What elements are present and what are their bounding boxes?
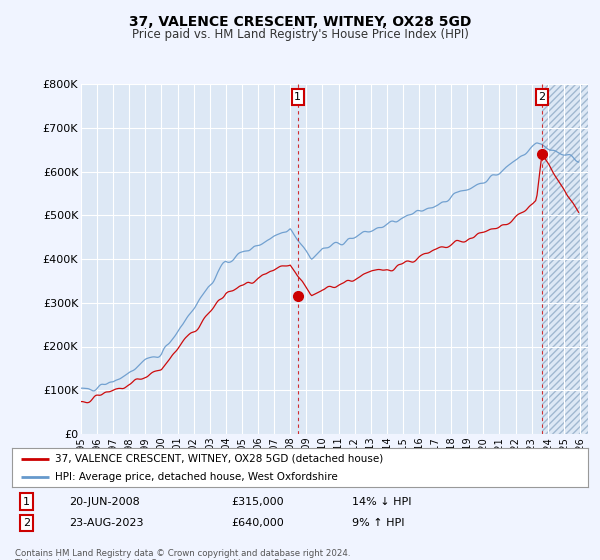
Text: £640,000: £640,000 bbox=[231, 518, 284, 528]
Text: 1: 1 bbox=[23, 497, 30, 507]
Text: 23-AUG-2023: 23-AUG-2023 bbox=[70, 518, 144, 528]
Text: 20-JUN-2008: 20-JUN-2008 bbox=[70, 497, 140, 507]
Text: 2: 2 bbox=[538, 92, 545, 102]
Text: Contains HM Land Registry data © Crown copyright and database right 2024.
This d: Contains HM Land Registry data © Crown c… bbox=[15, 549, 350, 560]
Text: 9% ↑ HPI: 9% ↑ HPI bbox=[352, 518, 404, 528]
Text: £315,000: £315,000 bbox=[231, 497, 284, 507]
Text: 1: 1 bbox=[295, 92, 301, 102]
Text: HPI: Average price, detached house, West Oxfordshire: HPI: Average price, detached house, West… bbox=[55, 473, 338, 482]
Text: 14% ↓ HPI: 14% ↓ HPI bbox=[352, 497, 412, 507]
Text: 2: 2 bbox=[23, 518, 30, 528]
Text: 37, VALENCE CRESCENT, WITNEY, OX28 5GD (detached house): 37, VALENCE CRESCENT, WITNEY, OX28 5GD (… bbox=[55, 454, 383, 464]
Text: 37, VALENCE CRESCENT, WITNEY, OX28 5GD: 37, VALENCE CRESCENT, WITNEY, OX28 5GD bbox=[129, 15, 471, 29]
Bar bbox=[542, 84, 588, 434]
Text: Price paid vs. HM Land Registry's House Price Index (HPI): Price paid vs. HM Land Registry's House … bbox=[131, 28, 469, 41]
